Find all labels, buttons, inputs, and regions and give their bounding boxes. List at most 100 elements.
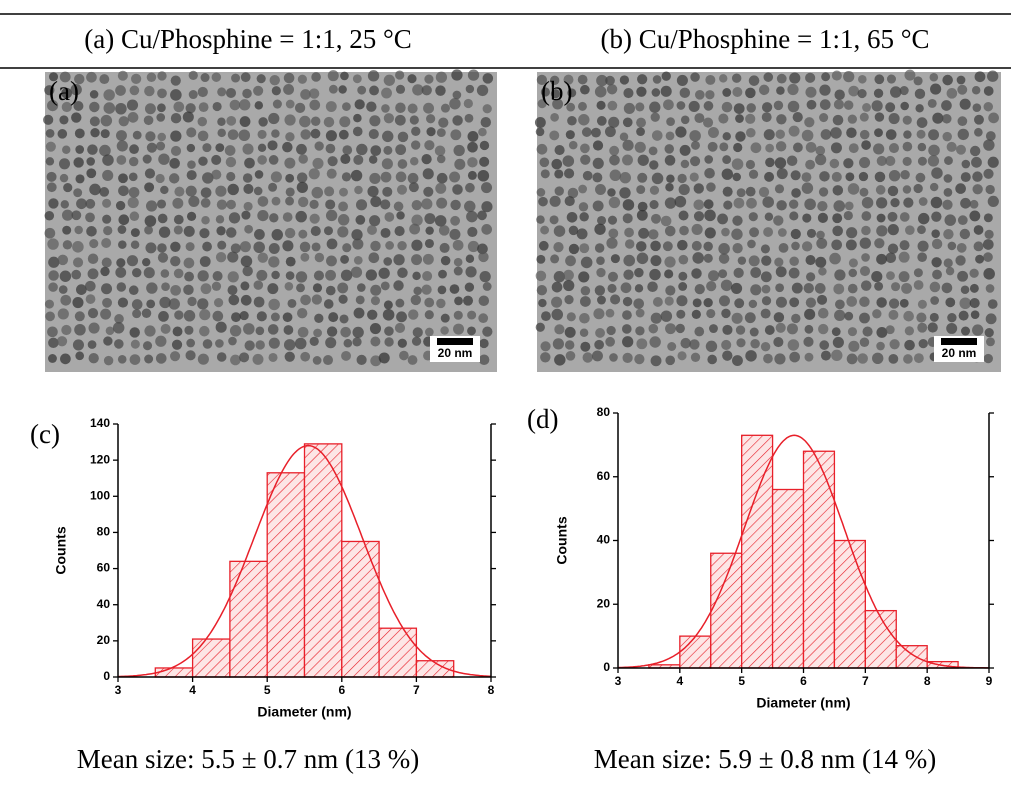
particle: [383, 113, 394, 124]
particle: [580, 296, 591, 307]
particle: [269, 74, 280, 86]
particle: [604, 126, 616, 138]
particle: [649, 101, 661, 113]
particle: [622, 310, 632, 320]
particle: [144, 225, 153, 235]
particle: [239, 310, 249, 321]
particle: [130, 339, 140, 349]
particle: [396, 311, 407, 323]
particle: [961, 326, 971, 336]
particle: [957, 84, 968, 95]
particle: [930, 296, 940, 305]
particle: [652, 297, 663, 307]
particle: [705, 340, 718, 353]
particle: [126, 99, 139, 111]
particle: [746, 197, 757, 209]
particle: [537, 99, 547, 109]
particle: [257, 196, 269, 207]
particle: [370, 240, 381, 252]
particle: [563, 168, 575, 179]
particle: [370, 196, 382, 208]
particle: [971, 156, 982, 168]
particle: [450, 199, 461, 211]
particle: [792, 142, 803, 153]
particle: [310, 128, 321, 139]
particle: [871, 100, 883, 112]
particle: [815, 256, 827, 268]
particle: [435, 182, 447, 194]
particle: [957, 128, 969, 141]
particle: [467, 69, 480, 81]
particle: [946, 141, 957, 152]
particle: [915, 172, 926, 183]
particle: [872, 309, 882, 319]
particle: [118, 173, 128, 184]
particle: [450, 215, 461, 226]
particle: [703, 241, 713, 252]
particle: [690, 352, 701, 362]
particle: [327, 156, 338, 167]
particle: [805, 297, 817, 308]
particle: [731, 282, 743, 294]
particle: [240, 281, 250, 291]
particle: [481, 201, 493, 213]
particle: [931, 229, 940, 238]
particle: [481, 182, 493, 194]
particle: [436, 298, 446, 309]
particle: [382, 186, 393, 197]
particle: [241, 210, 251, 220]
particle: [536, 74, 547, 85]
particle: [200, 283, 212, 295]
particle: [718, 253, 730, 264]
particle: [467, 141, 478, 153]
particle: [553, 241, 564, 253]
particle: [408, 309, 419, 320]
particle: [184, 271, 195, 282]
particle: [46, 171, 57, 182]
particle: [650, 355, 662, 367]
particle: [117, 70, 128, 81]
particle: [596, 116, 607, 126]
particle: [267, 283, 279, 295]
particle: [399, 350, 409, 361]
particle: [786, 155, 798, 167]
particle: [803, 283, 814, 294]
particle: [239, 116, 251, 127]
particle: [129, 354, 141, 365]
particle: [103, 336, 113, 346]
particle: [593, 308, 605, 320]
particle: [927, 155, 940, 167]
particle: [453, 144, 465, 157]
particle: [691, 223, 703, 235]
particle: [156, 141, 166, 151]
x-tick-label: 5: [264, 683, 271, 697]
particle: [57, 129, 68, 139]
particle: [421, 284, 432, 295]
particle: [592, 172, 603, 183]
particle: [103, 355, 114, 366]
particle: [974, 71, 986, 83]
particle: [197, 353, 209, 365]
particle: [622, 336, 634, 348]
particle: [395, 102, 406, 114]
particle: [383, 300, 393, 310]
particle: [479, 338, 489, 349]
particle: [679, 225, 689, 236]
particle: [328, 312, 339, 323]
x-tick-label: 3: [115, 683, 122, 697]
particle: [916, 129, 926, 139]
particle: [735, 114, 744, 123]
particle: [706, 308, 716, 319]
particle: [888, 298, 900, 309]
particle: [378, 267, 390, 279]
particle: [285, 187, 295, 197]
particle: [790, 170, 801, 181]
particle: [831, 239, 842, 251]
particle: [928, 144, 940, 157]
particle: [733, 197, 745, 209]
particle: [760, 271, 772, 283]
particle: [905, 225, 915, 235]
particle: [215, 339, 224, 348]
particle: [45, 311, 55, 322]
particle: [202, 339, 213, 349]
